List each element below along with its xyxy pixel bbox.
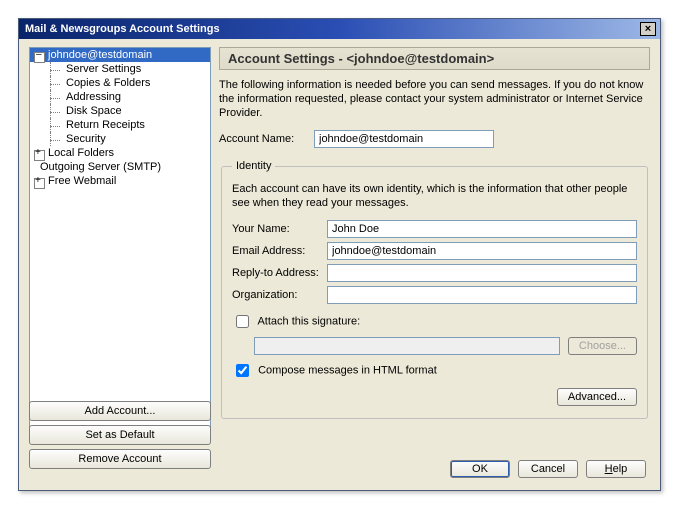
cancel-button[interactable]: Cancel xyxy=(518,460,578,478)
compose-html-label: Compose messages in HTML format xyxy=(258,364,437,376)
tree-account-main-label: johndoe@testdomain xyxy=(48,49,152,61)
your-name-label: Your Name: xyxy=(232,223,327,235)
ok-button[interactable]: OK xyxy=(450,460,510,478)
signature-path-input xyxy=(254,337,560,355)
account-name-label: Account Name: xyxy=(219,133,314,145)
identity-legend: Identity xyxy=(232,160,275,172)
attach-signature-checkbox[interactable] xyxy=(236,315,249,328)
tree-item-security[interactable]: Security xyxy=(30,132,210,146)
page-title: Account Settings - <johndoe@testdomain> xyxy=(219,47,650,70)
tree-item-server-settings[interactable]: Server Settings xyxy=(30,62,210,76)
choose-button: Choose... xyxy=(568,337,637,355)
titlebar[interactable]: Mail & Newsgroups Account Settings × xyxy=(19,19,660,39)
tree-item-local-folders[interactable]: Local Folders xyxy=(30,146,210,160)
set-default-button[interactable]: Set as Default xyxy=(29,425,211,445)
advanced-button[interactable]: Advanced... xyxy=(557,388,637,406)
tree-item-free-webmail[interactable]: Free Webmail xyxy=(30,174,210,188)
add-account-button[interactable]: Add Account... xyxy=(29,401,211,421)
tree-account-main[interactable]: johndoe@testdomain xyxy=(30,48,210,62)
dialog-window: Mail & Newsgroups Account Settings × joh… xyxy=(18,18,661,491)
account-tree[interactable]: johndoe@testdomain Server Settings Copie… xyxy=(29,47,211,437)
tree-item-return-receipts[interactable]: Return Receipts xyxy=(30,118,210,132)
tree-item-disk-space[interactable]: Disk Space xyxy=(30,104,210,118)
dialog-buttons: OK Cancel Help xyxy=(450,460,646,478)
your-name-input[interactable] xyxy=(327,220,637,238)
attach-signature-label: Attach this signature: xyxy=(257,315,360,327)
side-buttons: Add Account... Set as Default Remove Acc… xyxy=(29,397,211,469)
tree-item-copies-folders[interactable]: Copies & Folders xyxy=(30,76,210,90)
window-title: Mail & Newsgroups Account Settings xyxy=(25,19,220,39)
settings-panel: Account Settings - <johndoe@testdomain> … xyxy=(219,47,650,437)
account-name-row: Account Name: xyxy=(219,130,650,148)
org-input[interactable] xyxy=(327,286,637,304)
tree-item-addressing[interactable]: Addressing xyxy=(30,90,210,104)
identity-info: Each account can have its own identity, … xyxy=(232,182,637,210)
email-label: Email Address: xyxy=(232,245,327,257)
reply-input[interactable] xyxy=(327,264,637,282)
client-area: johndoe@testdomain Server Settings Copie… xyxy=(19,39,660,490)
page-description: The following information is needed befo… xyxy=(219,78,650,120)
identity-group: Identity Each account can have its own i… xyxy=(221,160,648,419)
tree-item-outgoing-smtp[interactable]: Outgoing Server (SMTP) xyxy=(30,160,210,174)
compose-html-checkbox[interactable] xyxy=(236,364,249,377)
remove-account-button[interactable]: Remove Account xyxy=(29,449,211,469)
org-label: Organization: xyxy=(232,289,327,301)
account-name-input[interactable] xyxy=(314,130,494,148)
reply-label: Reply-to Address: xyxy=(232,267,327,279)
help-button[interactable]: Help xyxy=(586,460,646,478)
close-icon[interactable]: × xyxy=(640,22,656,36)
email-input[interactable] xyxy=(327,242,637,260)
